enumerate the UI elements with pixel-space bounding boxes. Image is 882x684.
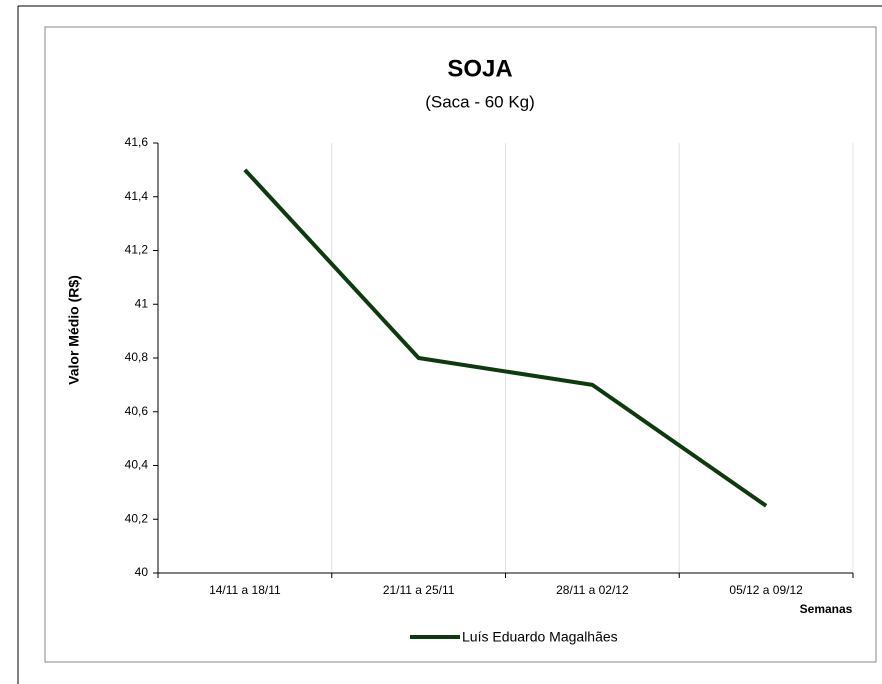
y-tick-label: 41,2 bbox=[125, 243, 149, 257]
y-tick-label: 40,2 bbox=[125, 511, 149, 525]
y-tick-label: 40,4 bbox=[125, 458, 149, 472]
y-tick-label: 40,6 bbox=[125, 404, 149, 418]
y-axis-label: Valor Médio (R$) bbox=[66, 275, 82, 385]
x-tick-label: 28/11 a 02/12 bbox=[556, 583, 629, 597]
y-tick-label: 40,8 bbox=[125, 350, 149, 364]
y-tick-label: 41,4 bbox=[125, 189, 149, 203]
chart-border bbox=[44, 26, 877, 663]
y-tick-label: 41 bbox=[135, 296, 149, 310]
x-tick-label: 05/12 a 09/12 bbox=[729, 583, 803, 597]
series-line bbox=[243, 168, 768, 508]
chart-subtitle: (Saca - 60 Kg) bbox=[425, 92, 535, 111]
x-tick-label: 21/11 a 25/11 bbox=[383, 583, 455, 597]
chart-title: SOJA bbox=[447, 55, 512, 82]
y-tick-label: 41,6 bbox=[125, 135, 149, 149]
legend-label: Luís Eduardo Magalhães bbox=[462, 629, 618, 645]
x-axis-label: Semanas bbox=[800, 602, 853, 616]
y-tick-label: 40 bbox=[135, 565, 149, 579]
x-tick-label: 14/11 a 18/11 bbox=[209, 583, 281, 597]
